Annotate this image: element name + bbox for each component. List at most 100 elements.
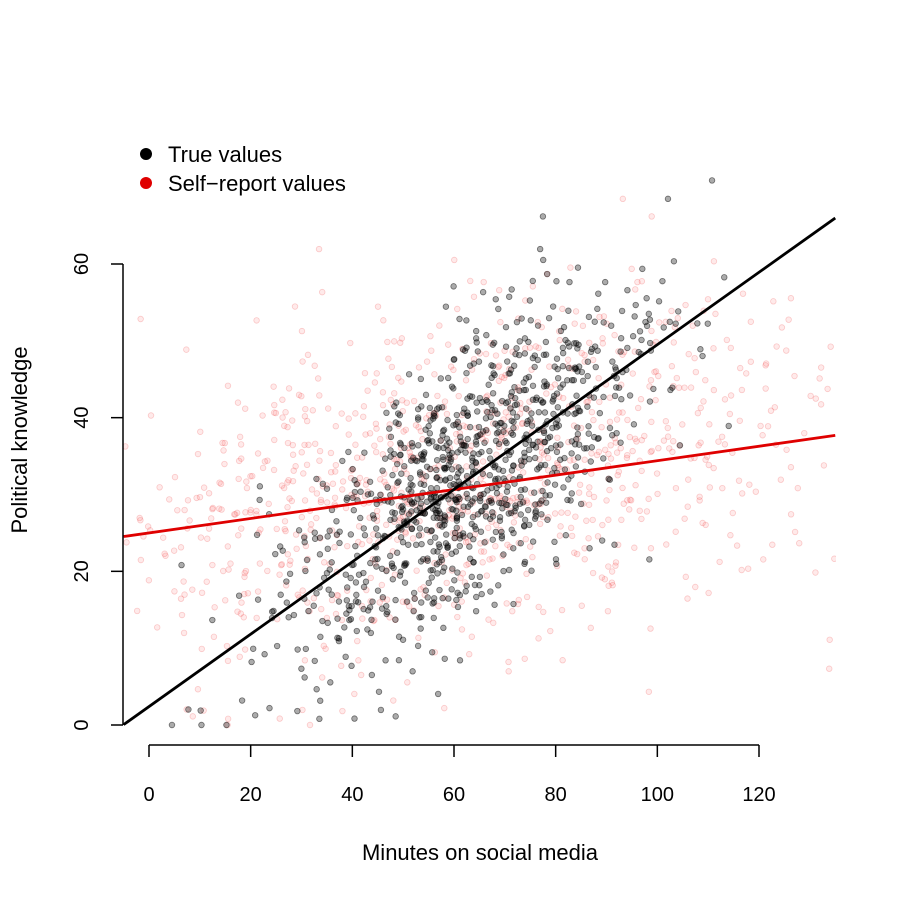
data-point-true <box>417 625 424 632</box>
data-point-true <box>433 474 440 482</box>
data-point-self-report <box>535 344 542 352</box>
data-point-true <box>564 377 571 384</box>
data-point-self-report <box>710 464 717 472</box>
data-point-self-report <box>415 634 422 642</box>
data-point-self-report <box>324 405 332 412</box>
data-point-self-report <box>620 500 627 507</box>
data-point-self-report <box>377 476 384 483</box>
data-point-self-report <box>289 451 297 458</box>
data-point-true <box>313 475 320 483</box>
data-point-self-report <box>723 336 731 344</box>
data-point-true <box>484 408 491 416</box>
data-point-true <box>408 508 415 515</box>
data-point-true <box>423 463 431 470</box>
data-point-true <box>283 599 290 606</box>
data-point-true <box>488 402 495 409</box>
legend-marker-self-report <box>140 177 152 189</box>
data-point-true <box>481 503 489 510</box>
data-point-true <box>389 471 396 479</box>
data-point-self-report <box>171 473 179 481</box>
data-point-true <box>392 596 399 604</box>
data-point-true <box>498 419 505 427</box>
data-point-self-report <box>537 444 544 451</box>
data-point-self-report <box>247 473 254 480</box>
data-point-true <box>541 438 548 446</box>
data-point-self-report <box>299 587 306 594</box>
data-point-true <box>485 381 492 388</box>
data-point-self-report <box>332 610 340 618</box>
data-point-self-report <box>281 518 289 525</box>
data-point-true <box>493 430 501 437</box>
data-point-self-report <box>643 508 651 515</box>
y-tick-label: 60 <box>71 253 93 275</box>
data-point-true <box>493 490 501 497</box>
data-point-true <box>441 464 448 472</box>
data-point-self-report <box>498 373 505 381</box>
data-point-self-report <box>301 657 309 664</box>
data-point-true <box>345 448 352 456</box>
data-point-true <box>525 373 533 381</box>
data-point-true <box>469 513 477 521</box>
data-point-true <box>441 512 448 519</box>
data-point-self-report <box>427 333 434 340</box>
data-point-self-report <box>619 195 627 203</box>
data-point-self-report <box>747 358 755 365</box>
data-point-true <box>650 385 657 393</box>
data-point-self-report <box>645 495 652 503</box>
data-point-self-report <box>357 671 365 679</box>
data-point-self-report <box>183 346 190 353</box>
data-point-self-report <box>281 525 288 533</box>
data-point-self-report <box>567 457 574 464</box>
data-point-true <box>360 605 367 613</box>
data-point-true <box>447 458 454 465</box>
true-fit-line <box>123 216 836 726</box>
data-point-self-report <box>522 297 529 304</box>
data-point-true <box>491 339 498 346</box>
data-point-true <box>457 433 464 441</box>
data-point-self-report <box>706 421 713 428</box>
data-point-true <box>444 544 451 551</box>
data-point-self-report <box>546 363 553 370</box>
data-point-self-report <box>123 539 130 546</box>
data-point-self-report <box>277 561 285 569</box>
data-point-self-report <box>727 344 735 352</box>
data-point-self-report <box>801 429 808 437</box>
data-point-true <box>470 450 477 457</box>
data-point-self-report <box>638 278 646 285</box>
data-point-true <box>506 293 513 300</box>
data-point-true <box>339 457 346 465</box>
data-point-true <box>456 315 463 323</box>
data-point-true <box>566 343 573 350</box>
data-point-true <box>401 579 409 586</box>
data-point-self-report <box>351 690 358 698</box>
data-point-self-report <box>483 393 490 401</box>
data-point-true <box>557 384 564 391</box>
data-point-true <box>377 706 385 714</box>
data-point-self-report <box>272 409 280 417</box>
data-point-self-report <box>757 422 764 430</box>
data-point-true <box>342 571 349 578</box>
data-point-true <box>408 525 415 532</box>
data-point-true <box>399 636 407 643</box>
data-point-true <box>411 595 418 602</box>
data-point-true <box>529 538 537 545</box>
data-point-self-report <box>338 662 345 670</box>
data-point-self-report <box>648 418 655 426</box>
data-point-true <box>570 340 578 347</box>
data-point-true <box>568 376 576 384</box>
data-point-true <box>445 595 452 602</box>
data-point-self-report <box>633 438 640 445</box>
data-point-self-report <box>647 376 655 384</box>
data-point-self-report <box>785 316 792 323</box>
data-point-self-report <box>506 543 514 551</box>
data-point-true <box>540 429 548 437</box>
data-point-self-report <box>279 414 286 421</box>
data-point-true <box>570 376 578 384</box>
data-point-self-report <box>664 433 672 440</box>
data-point-true <box>632 301 639 309</box>
data-point-self-report <box>613 416 621 423</box>
data-point-self-report <box>205 525 213 532</box>
data-point-true <box>617 348 624 355</box>
data-point-true <box>517 486 525 494</box>
